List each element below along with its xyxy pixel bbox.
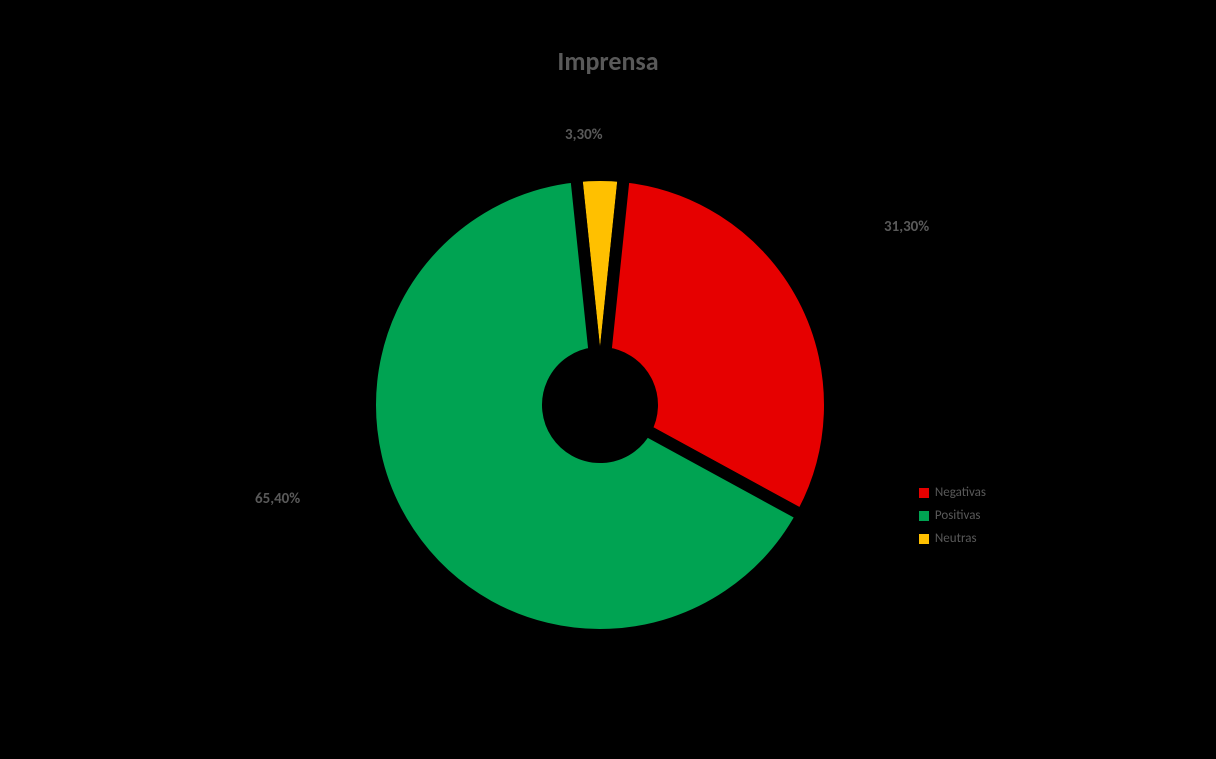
legend-item-neutras: Neutras [919, 531, 986, 546]
chart-title: Imprensa [557, 45, 658, 77]
legend-label-positivas: Positivas [935, 508, 981, 523]
legend-swatch-negativas [919, 488, 929, 498]
legend: Negativas Positivas Neutras [919, 485, 986, 546]
pie-chart [350, 130, 850, 630]
legend-label-negativas: Negativas [935, 485, 986, 500]
legend-label-neutras: Neutras [935, 531, 977, 546]
data-label-negativas: 31,30% [884, 218, 929, 236]
legend-item-negativas: Negativas [919, 485, 986, 500]
data-label-positivas: 65,40% [255, 490, 300, 508]
legend-item-positivas: Positivas [919, 508, 986, 523]
legend-swatch-neutras [919, 534, 929, 544]
legend-swatch-positivas [919, 511, 929, 521]
data-label-neutras: 3,30% [565, 126, 603, 144]
